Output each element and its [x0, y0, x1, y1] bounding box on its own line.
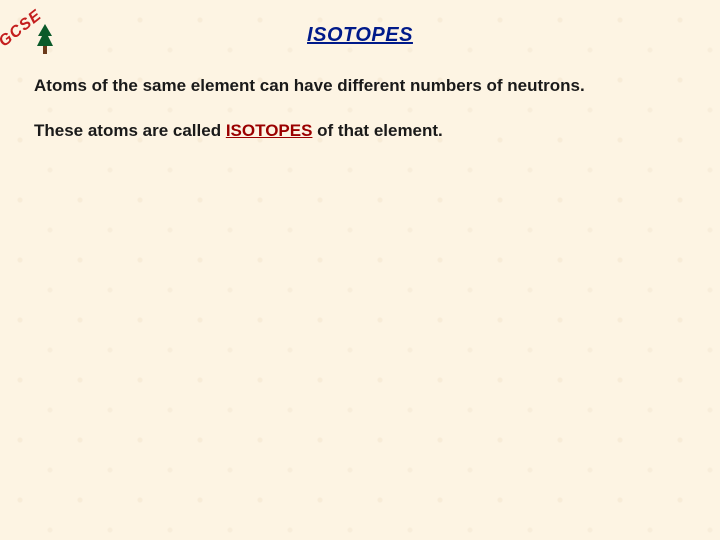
paragraph-1: Atoms of the same element can have diffe… — [34, 75, 686, 98]
tree-icon — [36, 24, 54, 54]
body-text: Atoms of the same element can have diffe… — [0, 47, 720, 143]
gcse-logo: GCSE — [2, 2, 58, 58]
p2-emphasis: ISOTOPES — [226, 121, 313, 140]
page-title: ISOTOPES — [0, 0, 720, 47]
p2-pre: These atoms are called — [34, 121, 226, 140]
p2-post: of that element. — [312, 121, 442, 140]
paragraph-2: These atoms are called ISOTOPES of that … — [34, 120, 686, 143]
